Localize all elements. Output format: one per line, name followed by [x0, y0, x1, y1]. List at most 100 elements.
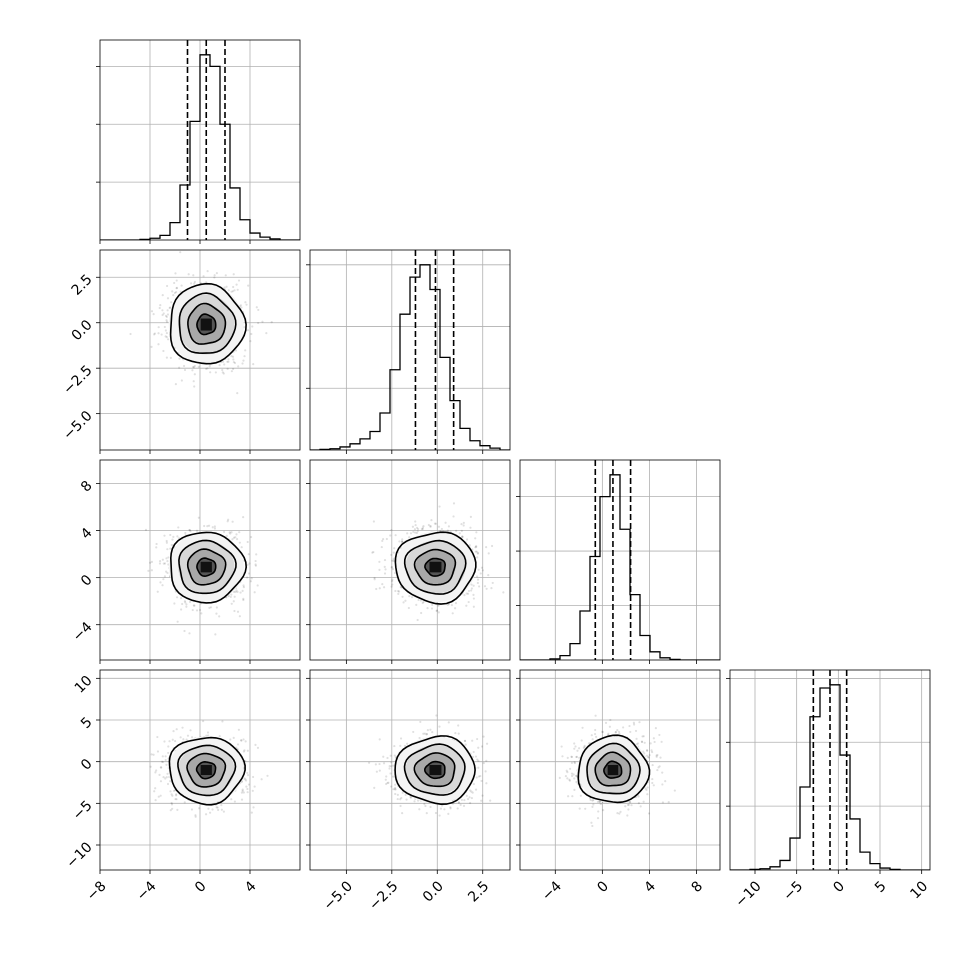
panel-frame — [309, 669, 511, 871]
scatter-point — [652, 784, 655, 787]
scatter-point — [172, 535, 175, 538]
scatter-point — [187, 273, 190, 276]
scatter-point — [601, 730, 604, 733]
scatter-point — [242, 586, 245, 589]
scatter-point — [393, 754, 396, 757]
scatter-point — [437, 604, 440, 607]
scatter-point — [252, 362, 255, 366]
scatter-point — [189, 282, 193, 285]
scatter-point — [578, 807, 581, 810]
scatter-point — [400, 796, 403, 800]
scatter-point — [570, 774, 574, 778]
scatter-point — [248, 562, 251, 565]
scatter-point — [167, 338, 170, 341]
scatter-point — [162, 578, 165, 581]
scatter-point — [150, 310, 154, 313]
scatter-point — [430, 607, 434, 610]
scatter-point — [167, 751, 170, 755]
scatter-point — [475, 575, 479, 578]
scatter-point — [390, 553, 393, 557]
scatter-point — [645, 749, 649, 752]
scatter-point — [222, 360, 225, 363]
scatter-point — [251, 789, 254, 792]
scatter-point — [208, 606, 211, 610]
scatter-point — [469, 789, 472, 792]
scatter-point — [165, 570, 168, 573]
scatter-point — [598, 800, 601, 804]
scatter-point — [474, 755, 478, 758]
scatter-point — [396, 590, 400, 593]
scatter-point — [172, 729, 175, 733]
scatter-point — [226, 520, 229, 523]
scatter-point — [378, 738, 381, 741]
scatter-point — [592, 798, 595, 801]
scatter-point — [602, 809, 605, 812]
scatter-point — [643, 741, 646, 744]
scatter-point — [435, 714, 438, 717]
scatter-point — [653, 740, 656, 744]
scatter-point — [639, 805, 642, 808]
scatter-point — [192, 366, 196, 369]
scatter-point — [472, 605, 475, 608]
scatter-point — [237, 365, 240, 368]
scatter-point — [390, 566, 393, 569]
scatter-point — [399, 737, 403, 740]
contour-line — [169, 282, 247, 365]
scatter-point — [392, 551, 395, 554]
scatter-point — [240, 739, 243, 742]
scatter-point — [153, 333, 156, 336]
scatter-point — [170, 543, 173, 547]
scatter-point — [437, 525, 441, 528]
scatter-point — [154, 799, 157, 802]
scatter-point — [642, 735, 645, 738]
scatter-point — [390, 580, 394, 583]
scatter-point — [247, 553, 250, 556]
scatter-point — [425, 733, 428, 736]
scatter-point — [599, 802, 602, 806]
x-tick-label: 0 — [192, 878, 210, 896]
scatter-point — [159, 794, 162, 797]
scatter-point — [632, 723, 636, 726]
scatter-point — [164, 777, 167, 780]
y-tick-label: 5 — [78, 714, 96, 732]
scatter-point — [175, 279, 178, 282]
scatter-point — [221, 720, 224, 723]
scatter-point — [409, 795, 412, 799]
scatter-point — [471, 791, 474, 794]
scatter-point — [381, 539, 384, 543]
scatter-point — [463, 594, 466, 597]
scatter-point — [616, 729, 619, 732]
scatter-point — [667, 801, 670, 804]
scatter-point — [481, 569, 485, 572]
scatter-point — [170, 301, 173, 304]
scatter-point — [223, 286, 226, 289]
scatter-point — [218, 734, 221, 738]
scatter-point — [385, 782, 388, 786]
scatter-point — [243, 355, 246, 358]
x-tick-label: 0 — [594, 878, 612, 896]
scatter-point — [159, 304, 162, 307]
scatter-point — [415, 603, 418, 606]
scatter-point — [240, 798, 244, 801]
scatter-point — [182, 364, 186, 368]
scatter-point — [162, 312, 165, 315]
scatter-point — [206, 525, 209, 528]
scatter-point — [175, 794, 178, 797]
y-tick-label: 4 — [78, 525, 96, 543]
scatter-point — [158, 562, 162, 565]
scatter-point — [647, 755, 650, 759]
scatter-point — [575, 755, 578, 759]
scatter-point — [175, 728, 178, 731]
scatter-point — [560, 745, 563, 748]
scatter-point — [378, 560, 381, 563]
scatter-point — [147, 569, 150, 572]
scatter-point — [193, 364, 196, 368]
scatter-point — [567, 795, 570, 798]
scatter-point — [378, 769, 381, 772]
x-tick-label: 10 — [907, 878, 931, 902]
panel-frame — [519, 669, 721, 871]
density-peak — [429, 765, 442, 775]
scatter-point — [482, 761, 485, 765]
scatter-point — [175, 798, 178, 801]
